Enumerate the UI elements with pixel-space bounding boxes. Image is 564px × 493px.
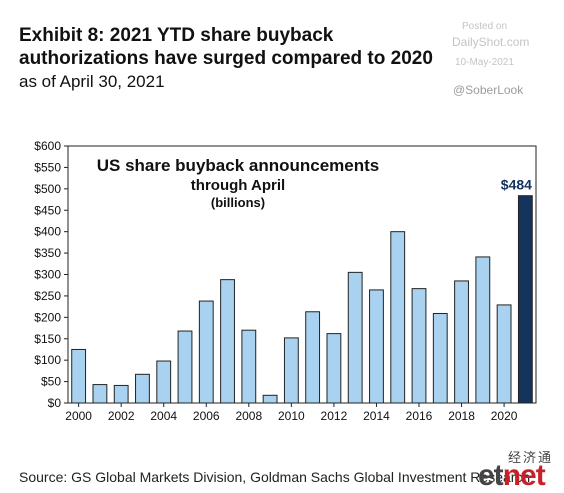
x-tick-label: 2000 bbox=[65, 409, 92, 423]
bar bbox=[411, 288, 427, 404]
bar bbox=[113, 384, 129, 404]
y-tick-label: $300 bbox=[34, 268, 61, 282]
bar bbox=[326, 333, 342, 404]
bar bbox=[369, 289, 384, 404]
bar bbox=[390, 231, 406, 404]
plot-border bbox=[67, 145, 537, 404]
source-note: Source: GS Global Markets Division, Gold… bbox=[19, 469, 531, 485]
inner-title: US share buyback announcements through Ap… bbox=[97, 156, 379, 210]
x-tick-label: 2006 bbox=[193, 409, 220, 423]
y-tick-label: $50 bbox=[41, 375, 61, 389]
x-axis: 2000 2002 2004 2006 2008 2010 2012 2014 2016 2018… bbox=[65, 403, 518, 423]
bar bbox=[432, 312, 448, 404]
chart-title: Exhibit 8: 2021 YTD share buyback author… bbox=[19, 25, 433, 69]
inner-title-line: through April bbox=[191, 177, 285, 194]
publisher-logo: etnet bbox=[478, 459, 546, 493]
annotations: $484 bbox=[501, 177, 532, 193]
highlight-data-label: $484 bbox=[501, 177, 532, 193]
bar-highlight bbox=[517, 195, 533, 404]
y-tick-label: $600 bbox=[34, 139, 61, 153]
y-axis: $0 $50 $100 $150 $200 $250 $300 $350 $400 $450 $50… bbox=[34, 139, 68, 410]
bar bbox=[305, 311, 321, 404]
inner-title-line: (billions) bbox=[211, 195, 265, 210]
x-tick-label: 2008 bbox=[235, 409, 262, 423]
bar bbox=[347, 271, 363, 404]
y-tick-label: $450 bbox=[34, 203, 61, 217]
y-tick-label: $150 bbox=[34, 332, 61, 346]
bar bbox=[92, 384, 108, 404]
bar bbox=[156, 360, 172, 404]
y-tick-label: $350 bbox=[34, 246, 61, 260]
x-tick-label: 2020 bbox=[491, 409, 518, 423]
x-tick-label: 2016 bbox=[406, 409, 433, 423]
y-tick-label: $400 bbox=[34, 225, 61, 239]
bars bbox=[71, 195, 533, 404]
bar bbox=[454, 280, 469, 404]
y-tick-label: $550 bbox=[34, 160, 61, 174]
x-tick-label: 2018 bbox=[448, 409, 475, 423]
bar bbox=[177, 330, 193, 404]
bar bbox=[496, 304, 512, 404]
publisher-logo-chinese: 经济通 bbox=[508, 450, 554, 465]
bar bbox=[241, 329, 257, 404]
plot-frame bbox=[67, 145, 537, 404]
logo-et-text: et bbox=[478, 459, 504, 492]
y-tick-label: $0 bbox=[48, 396, 62, 410]
watermark-posted: Posted on bbox=[462, 21, 508, 32]
bar bbox=[220, 279, 235, 404]
y-tick-label: $250 bbox=[34, 289, 61, 303]
bar bbox=[283, 337, 299, 404]
logo-net-text: net bbox=[502, 459, 546, 492]
watermark-site: DailyShot.com bbox=[452, 35, 530, 49]
x-tick-label: 2012 bbox=[321, 409, 348, 423]
watermark-handle: @SoberLook bbox=[453, 83, 524, 97]
y-tick-label: $200 bbox=[34, 310, 61, 324]
y-tick-label: $100 bbox=[34, 353, 61, 367]
inner-title-line: US share buyback announcements bbox=[97, 156, 379, 175]
x-tick-label: 2010 bbox=[278, 409, 305, 423]
x-tick-label: 2002 bbox=[108, 409, 135, 423]
watermark-date: 10-May-2021 bbox=[455, 57, 514, 68]
bar bbox=[198, 300, 214, 404]
x-tick-label: 2014 bbox=[363, 409, 390, 423]
y-tick-label: $500 bbox=[34, 182, 61, 196]
bar bbox=[135, 373, 150, 404]
chart-subtitle: as of April 30, 2021 bbox=[19, 72, 165, 91]
x-tick-label: 2004 bbox=[150, 409, 177, 423]
bar bbox=[475, 256, 491, 404]
bar bbox=[71, 348, 87, 404]
bar bbox=[262, 394, 278, 404]
